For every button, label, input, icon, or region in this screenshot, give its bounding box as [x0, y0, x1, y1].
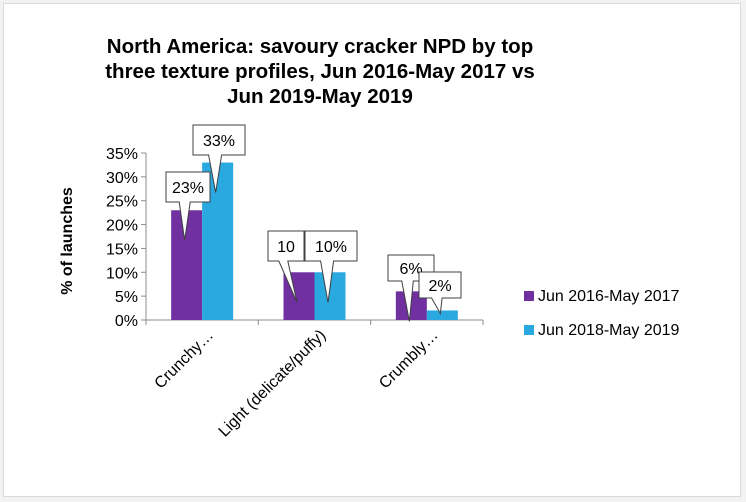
x-tick-label: Crumbly…	[376, 327, 441, 392]
legend-swatch	[524, 291, 534, 301]
legend-label: Jun 2018-May 2019	[538, 322, 680, 339]
y-axis-label: % of launches	[59, 187, 76, 295]
data-label-callout	[267, 230, 305, 303]
data-label-callout	[192, 124, 246, 193]
data-label-callout	[418, 271, 462, 316]
data-label: 10%	[315, 239, 347, 256]
data-label: 2%	[428, 278, 451, 295]
data-label-callout	[165, 171, 211, 241]
data-label: 33%	[203, 133, 235, 150]
bar-series2	[426, 310, 458, 320]
y-tick-label: 35%	[106, 146, 138, 163]
data-label: 6%	[399, 261, 422, 278]
y-tick-label: 25%	[106, 194, 138, 211]
data-label-callout	[304, 230, 358, 303]
chart-title: North America: savoury cracker NPD by to…	[105, 35, 535, 108]
y-tick-label: 20%	[106, 218, 138, 235]
y-tick-label: 0%	[115, 313, 138, 330]
y-tick-label: 10%	[106, 265, 138, 282]
x-tick-label: Light (delicate/puffy)	[216, 327, 330, 441]
data-label: 10	[277, 239, 295, 256]
y-tick-label: 30%	[106, 170, 138, 187]
legend-label: Jun 2016-May 2017	[538, 288, 680, 305]
data-label: 23%	[172, 180, 204, 197]
legend-swatch	[524, 325, 534, 335]
y-tick-label: 5%	[115, 289, 138, 306]
y-tick-label: 15%	[106, 241, 138, 258]
chart-frame	[3, 3, 741, 497]
x-tick-label: Crunchy…	[152, 327, 217, 392]
